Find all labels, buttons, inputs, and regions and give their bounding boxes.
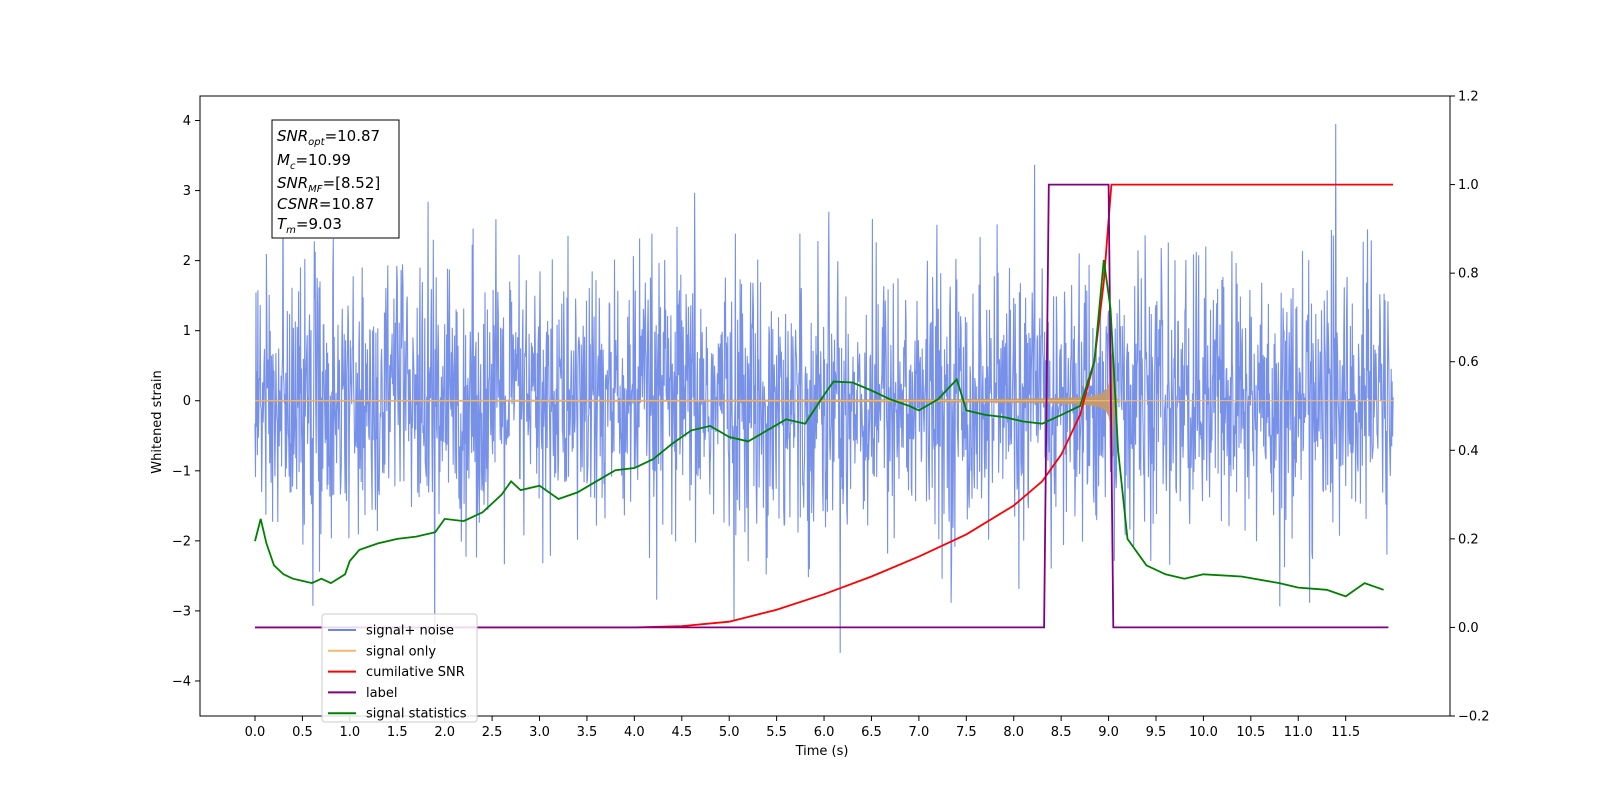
x-tick-label: 8.5 bbox=[1051, 725, 1072, 740]
series-line-signal-noise bbox=[254, 123, 1394, 653]
x-tick-label: 6.0 bbox=[814, 725, 835, 740]
y-tick-label: 2 bbox=[183, 254, 191, 269]
info-tm-value: =9.03 bbox=[296, 215, 342, 233]
x-tick-label: 2.0 bbox=[434, 725, 455, 740]
info-mc: Mc=10.99 bbox=[277, 151, 351, 172]
y-axis-right: 1.2 1.0 0.8 0.6 0.4 0.2 0.0 −0.2 bbox=[1450, 90, 1490, 725]
x-tick-label: 5.5 bbox=[766, 725, 787, 740]
info-snr-mf-sub: MF bbox=[308, 184, 323, 195]
legend-frame bbox=[321, 613, 478, 723]
series-line-signal-statistics bbox=[254, 259, 1384, 598]
x-tick-label: 9.0 bbox=[1098, 725, 1119, 740]
legend-label: signal statistics bbox=[366, 707, 467, 722]
info-tm-sub: m bbox=[286, 225, 296, 236]
info-mc-sub: c bbox=[290, 161, 296, 172]
y-tick-label: 3 bbox=[183, 184, 191, 199]
y2-tick-label: 0.2 bbox=[1458, 532, 1479, 547]
info-tm: Tm=9.03 bbox=[277, 215, 342, 236]
plot-frame bbox=[199, 95, 1451, 717]
y-tick-label: 4 bbox=[183, 114, 191, 129]
x-tick-label: 3.5 bbox=[577, 725, 598, 740]
x-tick-label: 6.5 bbox=[861, 725, 882, 740]
y2-tick-label: 0.4 bbox=[1458, 444, 1479, 459]
info-snr-opt: SNRopt=10.87 bbox=[277, 127, 380, 148]
y-axis-left: 4 3 2 1 0 −1 −2 −3 −4 bbox=[172, 114, 200, 689]
info-csnr: CSNR=10.87 bbox=[277, 195, 374, 213]
info-csnr-value: =10.87 bbox=[319, 195, 375, 213]
series-line-label bbox=[255, 183, 1389, 629]
x-tick-label: 5.0 bbox=[719, 725, 740, 740]
legend-label: cumilative SNR bbox=[366, 665, 465, 680]
y-tick-label: 1 bbox=[183, 324, 191, 339]
x-tick-label: 10.5 bbox=[1236, 725, 1265, 740]
y-axis-label: Whitened strain bbox=[150, 370, 165, 473]
x-tick-label: 2.5 bbox=[482, 725, 503, 740]
legend: signal+ noise signal only cumilative SNR la… bbox=[321, 613, 478, 723]
x-tick-label: 7.5 bbox=[956, 725, 977, 740]
y2-tick-label: 1.0 bbox=[1458, 178, 1479, 193]
x-tick-label: 11.5 bbox=[1331, 725, 1360, 740]
y-tick-label: −2 bbox=[172, 534, 191, 549]
info-mc-base: M bbox=[277, 151, 290, 169]
info-csnr-base: CSNR bbox=[277, 195, 319, 213]
x-axis: 0.0 0.5 1.0 1.5 2.0 2.5 3.0 3.5 4.0 4.5 5.0 5.5 6.0 6… bbox=[245, 716, 1360, 740]
x-tick-label: 3.0 bbox=[529, 725, 550, 740]
info-box: SNRopt=10.87 Mc=10.99 SNRMF=[8.52] CSNR=… bbox=[271, 119, 400, 239]
info-snr-opt-base: SNR bbox=[277, 127, 308, 145]
legend-label: label bbox=[366, 686, 397, 701]
y2-tick-label: 1.2 bbox=[1458, 90, 1479, 105]
info-snr-opt-value: =10.87 bbox=[325, 127, 381, 145]
x-tick-label: 0.0 bbox=[245, 725, 266, 740]
x-tick-label: 1.5 bbox=[387, 725, 408, 740]
x-tick-label: 10.0 bbox=[1189, 725, 1218, 740]
x-tick-label: 9.5 bbox=[1146, 725, 1167, 740]
x-tick-label: 7.0 bbox=[909, 725, 930, 740]
y2-tick-label: 0.8 bbox=[1458, 267, 1479, 282]
legend-label: signal+ noise bbox=[366, 624, 454, 639]
y2-tick-label: −0.2 bbox=[1458, 710, 1490, 725]
y-tick-label: −4 bbox=[172, 674, 191, 689]
info-snr-mf-value: =[8.52] bbox=[323, 174, 381, 192]
plot-area bbox=[254, 123, 1394, 653]
x-tick-label: 1.0 bbox=[340, 725, 361, 740]
info-box-frame bbox=[271, 119, 400, 239]
y2-tick-label: 0.6 bbox=[1458, 355, 1479, 370]
info-snr-opt-sub: opt bbox=[308, 137, 325, 148]
info-snr-mf-base: SNR bbox=[277, 174, 308, 192]
x-tick-label: 8.0 bbox=[1003, 725, 1024, 740]
x-tick-label: 11.0 bbox=[1284, 725, 1313, 740]
info-tm-base: T bbox=[277, 215, 288, 233]
x-axis-label: Time (s) bbox=[795, 744, 849, 759]
x-tick-label: 0.5 bbox=[292, 725, 313, 740]
x-tick-label: 4.0 bbox=[624, 725, 645, 740]
legend-label: signal only bbox=[366, 644, 436, 659]
y-tick-label: −3 bbox=[172, 604, 191, 619]
y2-tick-label: 0.0 bbox=[1458, 621, 1479, 636]
y-tick-label: −1 bbox=[172, 464, 191, 479]
info-mc-value: =10.99 bbox=[295, 151, 351, 169]
y-tick-label: 0 bbox=[183, 394, 191, 409]
info-snr-mf: SNRMF=[8.52] bbox=[277, 174, 380, 195]
series-line-cumilative-snr bbox=[255, 183, 1394, 629]
x-tick-label: 4.5 bbox=[671, 725, 692, 740]
